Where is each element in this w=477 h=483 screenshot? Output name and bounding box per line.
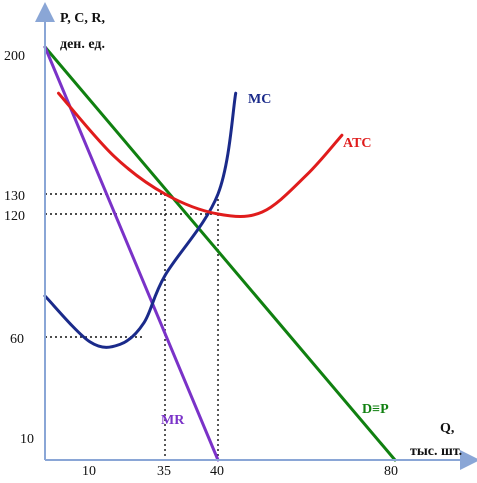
x-axis-title-line2: тыс. шт. [410, 444, 462, 459]
x-tick-80: 80 [384, 464, 398, 479]
atc-label: ATC [343, 136, 372, 151]
y-tick-10: 10 [20, 432, 34, 447]
guide-lines [45, 193, 219, 460]
atc-curve [57, 91, 344, 219]
y-axis-title-line2: ден. ед. [60, 37, 105, 52]
y-tick-200: 200 [4, 49, 25, 64]
x-axis-title-line1: Q, [440, 421, 454, 436]
mr-label: MR [161, 413, 185, 428]
x-tick-10: 10 [82, 464, 96, 479]
y-tick-60: 60 [10, 332, 24, 347]
y-tick-120: 120 [4, 209, 25, 224]
curves [43, 45, 397, 462]
dp-curve [43, 45, 397, 462]
mc-curve [43, 91, 238, 349]
y-tick-130: 130 [4, 189, 25, 204]
demand-label: D≡P [362, 402, 389, 417]
mc-label: MC [248, 92, 271, 107]
x-tick-40: 40 [210, 464, 224, 479]
x-tick-35: 35 [157, 464, 171, 479]
y-axis-title-line1: P, C, R, [60, 11, 105, 26]
mr-curve [43, 45, 220, 462]
